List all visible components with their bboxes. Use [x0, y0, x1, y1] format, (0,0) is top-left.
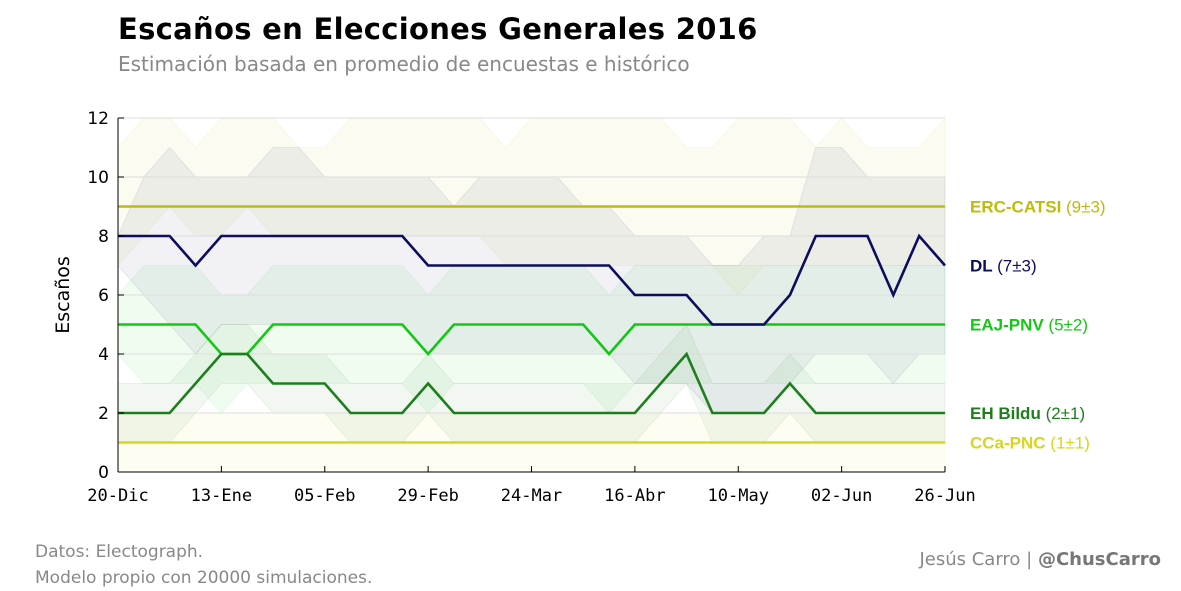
footer-source-line1: Datos: Electograph.	[35, 542, 204, 562]
author-name: Jesús Carro |	[919, 549, 1033, 570]
chart-subtitle: Estimación basada en promedio de encuest…	[118, 52, 690, 76]
footer-source-line2: Modelo propio con 20000 simulaciones.	[35, 568, 373, 588]
series-label-name: CCa-PNC	[970, 434, 1050, 453]
series-label-eh-bildu: EH Bildu (2±1)	[970, 404, 1085, 423]
series-label-range: (2±1)	[1046, 404, 1086, 423]
series-labels: ERC-CATSI (9±3) DL (7±3) EAJ-PNV (5±2) EH B…	[970, 198, 1106, 453]
x-tick-label: 13-Ene	[191, 486, 252, 506]
series-label-range: (9±3)	[1066, 198, 1106, 217]
x-tick-label: 02-Jun	[811, 486, 872, 506]
line-dl	[118, 233, 946, 326]
x-tick-label: 26-Jun	[914, 486, 975, 506]
x-tick-label: 10-May	[708, 486, 769, 506]
series-label-range: (5±2)	[1048, 316, 1088, 335]
line-eh-bildu	[118, 351, 945, 415]
y-tick-label: 2	[98, 404, 109, 424]
axes: 0 2 4 6 8 10 12 20-Dic 13-Ene 05-Feb 29-Feb 24-Mar 1…	[52, 109, 976, 506]
line-eaj-pnv	[118, 323, 945, 356]
x-tick-label: 24-Mar	[501, 486, 562, 506]
series-label-erc-catsi: ERC-CATSI (9±3)	[970, 198, 1106, 217]
series-lines	[118, 205, 946, 444]
y-tick-label: 0	[98, 463, 109, 483]
series-label-eaj-pnv: EAJ-PNV (5±2)	[970, 316, 1088, 335]
y-tick-label: 12	[87, 109, 109, 129]
series-label-name: DL	[970, 257, 997, 276]
y-tick-label: 10	[87, 168, 109, 188]
x-tick-label: 16-Abr	[604, 486, 665, 506]
chart-plot: 0 2 4 6 8 10 12 20-Dic 13-Ene 05-Feb 29-Feb 24-Mar 1…	[52, 109, 1106, 506]
series-label-name: EAJ-PNV	[970, 316, 1048, 335]
series-label-name: EH Bildu	[970, 404, 1046, 423]
footer-source: Datos: Electograph. Modelo propio con 20…	[35, 539, 372, 591]
series-label-cca-pnc: CCa-PNC (1±1)	[970, 434, 1090, 453]
series-label-name: ERC-CATSI	[970, 198, 1066, 217]
x-tick-label: 20-Dic	[87, 486, 148, 506]
series-label-range: (1±1)	[1050, 434, 1090, 453]
y-tick-label: 8	[98, 227, 109, 247]
footer-author: Jesús Carro | @ChusCarro	[919, 549, 1161, 570]
chart-title: Escaños en Elecciones Generales 2016	[118, 12, 758, 46]
x-tick-label: 05-Feb	[294, 486, 355, 506]
series-label-range: (7±3)	[997, 257, 1037, 276]
y-tick-label: 6	[98, 286, 109, 306]
y-tick-label: 4	[98, 345, 109, 365]
author-handle: @ChusCarro	[1037, 549, 1161, 570]
x-tick-label: 29-Feb	[397, 486, 458, 506]
y-axis-label: Escaños	[52, 256, 74, 334]
series-label-dl: DL (7±3)	[970, 257, 1037, 276]
band-eaj-pnv	[117, 265, 946, 414]
